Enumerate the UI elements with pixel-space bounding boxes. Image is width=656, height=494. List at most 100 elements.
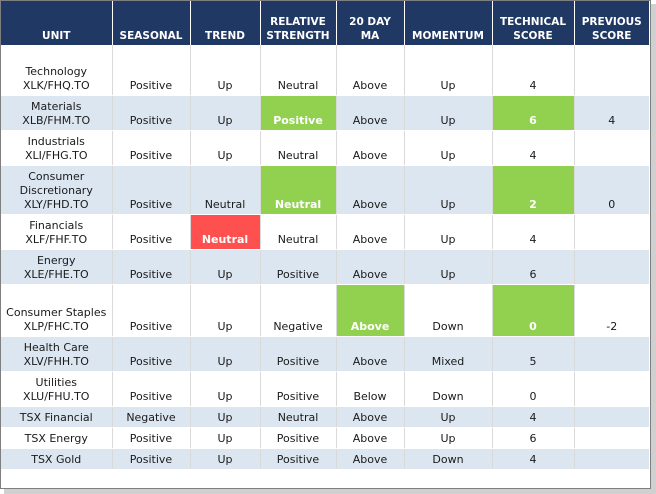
- ma-cell: Above: [335, 336, 404, 372]
- ma-cell: Above: [335, 427, 404, 449]
- table-row: TSX Energy Positive Up Positive Above Up…: [1, 427, 649, 449]
- ma-cell: Above: [335, 406, 404, 428]
- table-row: Energy XLE/FHE.TO Positive Up Positive Ab…: [1, 249, 649, 285]
- table-row: Industrials XLI/FHG.TO Positive Up Neutra…: [1, 130, 649, 166]
- technical-score-cell: 6: [491, 427, 574, 449]
- previous-score-cell: -2: [573, 284, 649, 337]
- seasonal-cell: Positive: [111, 95, 190, 131]
- ma-cell: Below: [335, 371, 404, 407]
- technical-score-cell: 6: [491, 95, 574, 131]
- seasonal-cell: Positive: [111, 427, 190, 449]
- previous-score-cell: 0: [573, 165, 649, 215]
- previous-score-cell: [573, 427, 649, 449]
- relative-strength-cell: Neutral: [259, 45, 336, 96]
- table-row: Health Care XLV/FHH.TO Positive Up Positi…: [1, 336, 649, 372]
- previous-score-cell: [573, 249, 649, 285]
- relative-strength-cell: Neutral: [259, 165, 336, 215]
- seasonal-cell: Positive: [111, 284, 190, 337]
- momentum-cell: Up: [403, 214, 492, 250]
- seasonal-cell: Positive: [111, 165, 190, 215]
- trend-cell: Up: [189, 45, 260, 96]
- relative-strength-cell: Neutral: [259, 214, 336, 250]
- previous-score-cell: [573, 214, 649, 250]
- header-20-day-ma: 20 DAY MA: [335, 1, 404, 45]
- trend-cell: Up: [189, 448, 260, 470]
- unit-cell: Utilities XLU/FHU.TO: [1, 371, 112, 407]
- unit-cell: Technology XLK/FHQ.TO: [1, 45, 112, 96]
- technical-score-cell: 6: [491, 249, 574, 285]
- relative-strength-cell: Positive: [259, 95, 336, 131]
- technical-score-cell: 4: [491, 448, 574, 470]
- ma-cell: Above: [335, 165, 404, 215]
- frame-shadow-right: [651, 4, 656, 494]
- ma-cell: Above: [335, 284, 404, 337]
- technical-score-cell: 0: [491, 284, 574, 337]
- technical-score-cell: 2: [491, 165, 574, 215]
- table-row: TSX Gold Positive Up Positive Above Down…: [1, 448, 649, 470]
- trend-cell: Up: [189, 371, 260, 407]
- header-seasonal: SEASONAL: [111, 1, 190, 45]
- trend-cell: Up: [189, 406, 260, 428]
- trend-cell: Up: [189, 95, 260, 131]
- unit-cell: TSX Gold: [1, 448, 112, 470]
- momentum-cell: Down: [403, 371, 492, 407]
- trend-cell: Up: [189, 284, 260, 337]
- ma-cell: Above: [335, 95, 404, 131]
- relative-strength-cell: Neutral: [259, 130, 336, 166]
- seasonal-cell: Positive: [111, 336, 190, 372]
- ma-cell: Above: [335, 45, 404, 96]
- momentum-cell: Up: [403, 95, 492, 131]
- unit-cell: Health Care XLV/FHH.TO: [1, 336, 112, 372]
- technical-score-cell: 5: [491, 336, 574, 372]
- header-row: UNIT SEASONAL TREND RELATIVE STRENGTH 20 …: [1, 1, 649, 45]
- seasonal-cell: Positive: [111, 249, 190, 285]
- unit-cell: Consumer Discretionary XLY/FHD.TO: [1, 165, 112, 215]
- previous-score-cell: [573, 448, 649, 470]
- table-row: Consumer Staples XLP/FHC.TO Positive Up N…: [1, 284, 649, 337]
- momentum-cell: Up: [403, 249, 492, 285]
- momentum-cell: Mixed: [403, 336, 492, 372]
- relative-strength-cell: Negative: [259, 284, 336, 337]
- technical-score-cell: 4: [491, 406, 574, 428]
- table-row: Consumer Discretionary XLY/FHD.TO Positiv…: [1, 165, 649, 215]
- previous-score-cell: [573, 130, 649, 166]
- table-row: Technology XLK/FHQ.TO Positive Up Neutral…: [1, 45, 649, 96]
- momentum-cell: Up: [403, 165, 492, 215]
- momentum-cell: Up: [403, 45, 492, 96]
- unit-cell: TSX Financial: [1, 406, 112, 428]
- table-row: TSX Financial Negative Up Neutral Above …: [1, 406, 649, 428]
- trend-cell: Up: [189, 427, 260, 449]
- frame-shadow-bottom: [4, 489, 656, 494]
- momentum-cell: Down: [403, 448, 492, 470]
- trend-cell: Up: [189, 336, 260, 372]
- relative-strength-cell: Positive: [259, 448, 336, 470]
- seasonal-cell: Positive: [111, 214, 190, 250]
- previous-score-cell: [573, 371, 649, 407]
- momentum-cell: Up: [403, 427, 492, 449]
- seasonal-cell: Positive: [111, 130, 190, 166]
- seasonal-cell: Positive: [111, 45, 190, 96]
- header-unit: UNIT: [1, 1, 112, 45]
- technical-score-cell: 4: [491, 214, 574, 250]
- unit-cell: Energy XLE/FHE.TO: [1, 249, 112, 285]
- ma-cell: Above: [335, 249, 404, 285]
- seasonal-cell: Positive: [111, 448, 190, 470]
- seasonal-cell: Positive: [111, 371, 190, 407]
- previous-score-cell: [573, 336, 649, 372]
- technical-score-cell: 0: [491, 371, 574, 407]
- previous-score-cell: [573, 406, 649, 428]
- previous-score-cell: 4: [573, 95, 649, 131]
- relative-strength-cell: Positive: [259, 336, 336, 372]
- seasonal-cell: Negative: [111, 406, 190, 428]
- header-relative-strength: RELATIVE STRENGTH: [259, 1, 336, 45]
- momentum-cell: Up: [403, 130, 492, 166]
- header-technical-score: TECHNICAL SCORE: [491, 1, 574, 45]
- relative-strength-cell: Neutral: [259, 406, 336, 428]
- table-row: Financials XLF/FHF.TO Positive Neutral Ne…: [1, 214, 649, 250]
- technical-score-table: UNIT SEASONAL TREND RELATIVE STRENGTH 20 …: [1, 1, 649, 470]
- relative-strength-cell: Positive: [259, 371, 336, 407]
- trend-cell: Neutral: [189, 214, 260, 250]
- trend-cell: Up: [189, 249, 260, 285]
- relative-strength-cell: Positive: [259, 249, 336, 285]
- unit-cell: TSX Energy: [1, 427, 112, 449]
